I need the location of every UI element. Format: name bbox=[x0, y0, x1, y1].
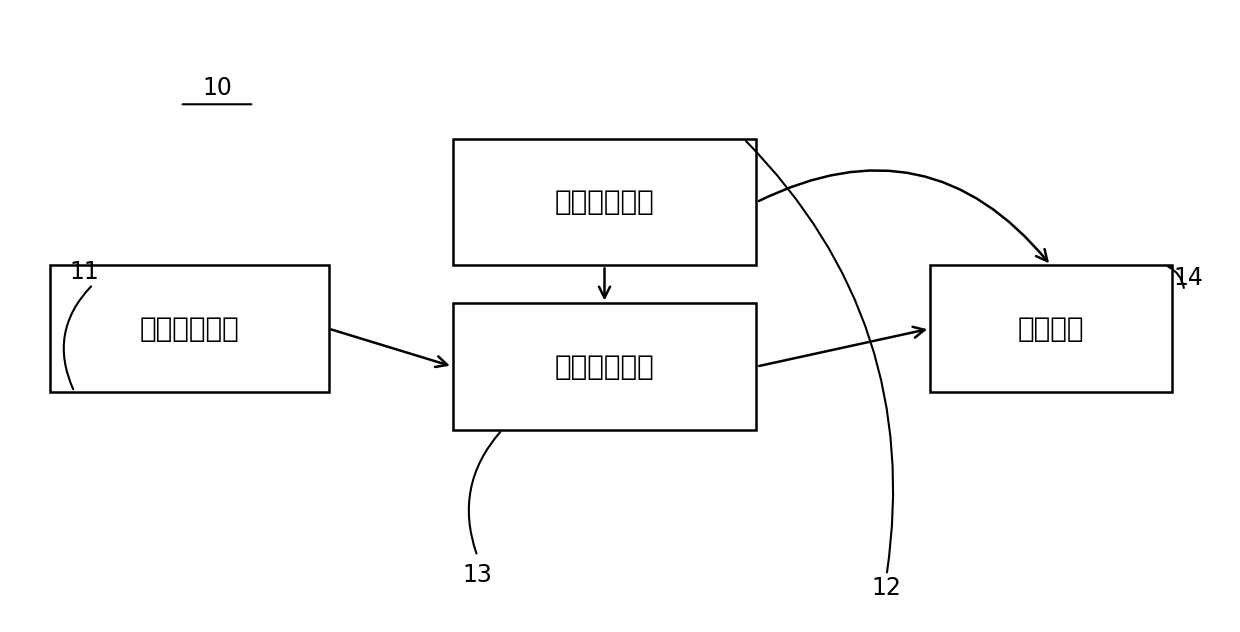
Text: 12: 12 bbox=[872, 576, 901, 600]
Text: 鉴别模块: 鉴别模块 bbox=[1018, 315, 1084, 343]
Bar bbox=[453, 303, 756, 430]
Text: 14: 14 bbox=[1173, 266, 1203, 290]
Text: 数据存储模块: 数据存储模块 bbox=[554, 188, 655, 216]
Text: 厘度测量模块: 厘度测量模块 bbox=[139, 315, 239, 343]
Bar bbox=[453, 139, 756, 265]
Text: 10: 10 bbox=[202, 76, 232, 100]
Text: 11: 11 bbox=[69, 260, 99, 284]
Bar bbox=[930, 265, 1172, 392]
Bar bbox=[50, 265, 329, 392]
Text: 13: 13 bbox=[463, 563, 492, 587]
Text: 数据校正模块: 数据校正模块 bbox=[554, 353, 655, 380]
